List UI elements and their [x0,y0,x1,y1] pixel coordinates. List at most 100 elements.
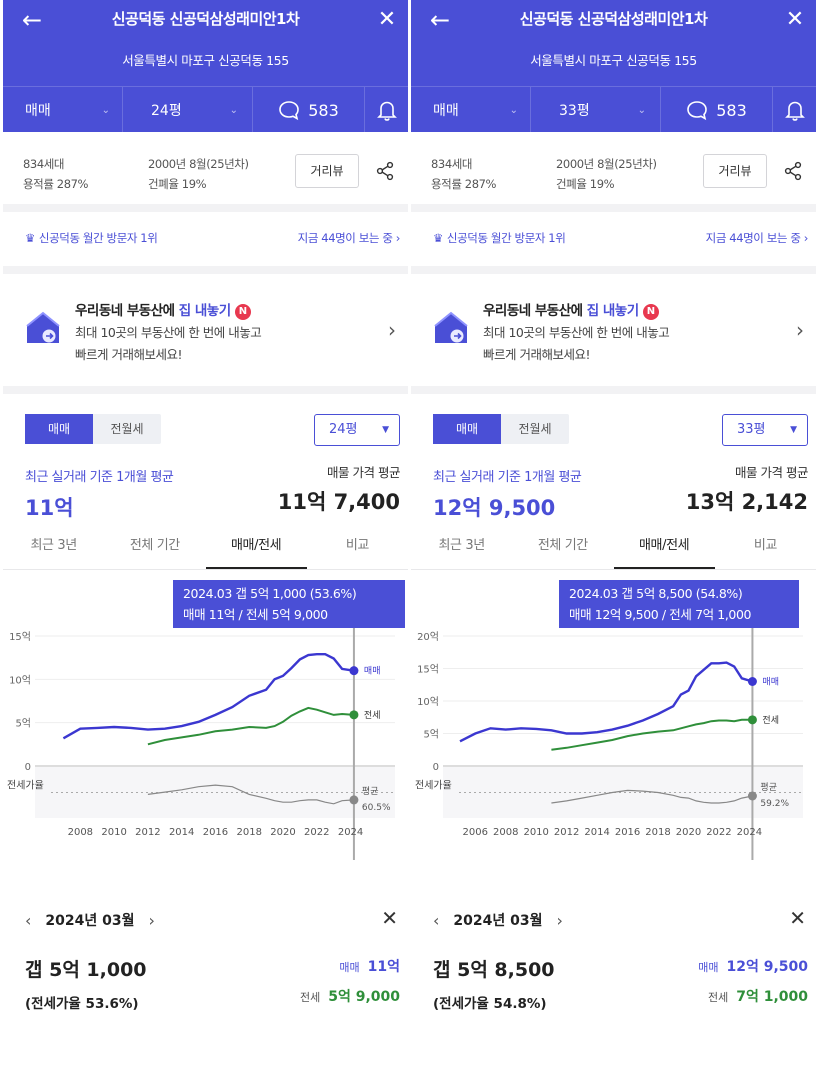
viewing-now-link[interactable]: 지금 44명이 보는 중 › [297,231,401,245]
close-icon[interactable]: ✕ [377,7,397,32]
tab-rent[interactable]: 전월세 [518,422,552,436]
build-info: 2000년 8월(25년차) 건폐율 19% [556,154,657,194]
gap-value: 갭 5억 8,500 [433,959,555,981]
deal-type-dropdown[interactable]: 매매 ⌄ [411,87,531,133]
area-dropdown[interactable]: 24평 ⌄ [123,87,253,133]
bell-icon [376,101,397,121]
x-tick-label: 2024 [737,827,762,838]
list-property-promo[interactable]: 우리동네 부동산에 집 내놓기 N 최대 10곳의 부동산에 한 번에 내놓고 빠르… [3,274,408,394]
floor-area-ratio: 용적률 287% [23,177,89,191]
chevron-down-icon: ⌄ [509,104,518,116]
x-tick-label: 2014 [584,827,609,838]
tab-compare[interactable]: 비교 [345,538,370,553]
back-arrow-icon[interactable]: ← [21,6,43,34]
new-badge: N [642,304,659,320]
tab-sale[interactable]: 매매 [25,414,93,444]
recent-avg-value: 11억 [25,496,74,520]
notification-button[interactable] [773,87,816,133]
prev-month-icon[interactable]: ‹ [433,910,440,930]
caret-down-icon: ▼ [790,425,797,435]
month-label: 2024년 03월 [45,913,135,929]
header: ← 신공덕동 신공덕삼성래미안1차 ✕ 서울특별시 마포구 신공덕동 155 매… [3,0,408,133]
share-icon[interactable] [375,161,395,181]
ratio-series-line [551,789,753,804]
y-tick-label: 20억 [417,631,439,643]
promo-title-highlight: 집 내놓기 [586,303,639,319]
tab-all-period[interactable]: 전체 기간 [537,538,588,553]
x-tick-label: 2012 [135,827,160,838]
household-count: 834세대 [23,157,65,171]
sale-series-line [62,653,355,740]
list-property-promo[interactable]: 우리동네 부동산에 집 내놓기 N 최대 10곳의 부동산에 한 번에 내놓고 빠르… [411,274,816,394]
visitor-rank-label: 신공덕동 월간 방문자 1위 [446,231,566,245]
close-icon[interactable]: ✕ [381,906,398,930]
y-tick-label: 0 [433,762,439,773]
selector-row: 매매 ⌄ 33평 ⌄ 583 [411,86,816,133]
x-tick-label: 2022 [706,827,731,838]
listing-avg-value: 11억 7,400 [277,490,400,514]
visitor-rank: ♛ 신공덕동 월간 방문자 1위 [25,230,158,246]
tooltip-line2: 매매 11억 / 전세 5억 9,000 [183,607,328,622]
x-tick-label: 2014 [169,827,194,838]
ratio-end-label: 평균 [362,786,379,797]
area-select[interactable]: 24평 ▼ [314,414,400,446]
chevron-down-icon: ⌄ [101,104,110,116]
tab-recent-3y[interactable]: 최근 3년 [438,538,485,553]
floor-area-ratio: 용적률 287% [431,177,497,191]
comments-button[interactable]: 583 [253,87,365,133]
promo-title: 우리동네 부동산에 집 내놓기 N [75,299,251,320]
share-icon[interactable] [783,161,803,181]
street-view-button[interactable]: 거리뷰 [295,154,359,188]
deal-type-dropdown[interactable]: 매매 ⌄ [3,87,123,133]
prev-month-icon[interactable]: ‹ [25,910,32,930]
tooltip-line1: 2024.03 갭 5억 8,500 (54.8%) [569,586,743,601]
price-chart[interactable]: 15억 10억 5억 0 전세가율 매매 전세 평균 60.5% 2008 2010 2012 2014… [3,570,408,875]
month-nav: ‹ 2024년 03월 › [25,910,155,930]
promo-desc-line2: 빠르게 거래해보세요! [75,347,183,362]
close-icon[interactable]: ✕ [789,906,806,930]
jeonse-end-label: 전세 [364,710,381,721]
viewing-now-link[interactable]: 지금 44명이 보는 중 › [705,231,809,245]
x-tick-label: 2020 [270,827,295,838]
visitor-rank-label: 신공덕동 월간 방문자 1위 [38,231,158,245]
y-tick-label: 5억 [423,729,439,741]
build-info: 2000년 8월(25년차) 건폐율 19% [148,154,249,194]
address: 서울특별시 마포구 신공덕동 155 [122,53,289,68]
new-badge: N [234,304,251,320]
deal-tabs: 매매 전월세 [433,414,569,444]
sale-cursor-point [349,666,359,676]
ratio-end-value: 60.5% [362,803,391,813]
next-month-icon[interactable]: › [148,910,155,930]
area-select[interactable]: 33평 ▼ [722,414,808,446]
built-date: 2000년 8월(25년차) [148,157,249,171]
comments-button[interactable]: 583 [661,87,773,133]
period-tabs: 최근 3년 전체 기간 매매/전세 비교 [3,524,408,570]
price-summary: 매매 전월세 33평 ▼ 최근 실거래 기준 1개월 평균 12억 9,500 매… [411,394,816,524]
back-arrow-icon[interactable]: ← [429,6,451,34]
tab-rent[interactable]: 전월세 [110,422,144,436]
tab-sale-jeonse[interactable]: 매매/전세 [205,524,307,569]
x-tick-label: 2008 [68,827,93,838]
jeonse-ratio: (전세가율 54.8%) [433,996,547,1012]
tab-compare[interactable]: 비교 [753,538,778,553]
next-month-icon[interactable]: › [556,910,563,930]
close-icon[interactable]: ✕ [785,7,805,32]
notification-button[interactable] [365,87,408,133]
tab-sale[interactable]: 매매 [433,414,501,444]
tab-all-period[interactable]: 전체 기간 [129,538,180,553]
tab-recent-3y[interactable]: 최근 3년 [30,538,77,553]
area-select-value: 33평 [737,422,766,437]
tab-sale-jeonse[interactable]: 매매/전세 [613,524,715,569]
price-chart[interactable]: 20억 15억 10억 5억 0 전세가율 매매 전세 평균 59.2% 2006 2008 2010 2… [411,570,816,875]
building-info: 834세대 용적률 287% 2000년 8월(25년차) 건폐율 19% 거리뷰 [411,132,816,212]
street-view-button[interactable]: 거리뷰 [703,154,767,188]
deal-tabs: 매매 전월세 [25,414,161,444]
deal-type-label: 매매 [25,103,51,119]
area-dropdown[interactable]: 33평 ⌄ [531,87,661,133]
bell-icon [784,101,805,121]
jeonse-cursor-point [747,715,757,725]
chevron-right-icon: › [388,318,396,342]
sale-label: 매매 [339,961,360,974]
